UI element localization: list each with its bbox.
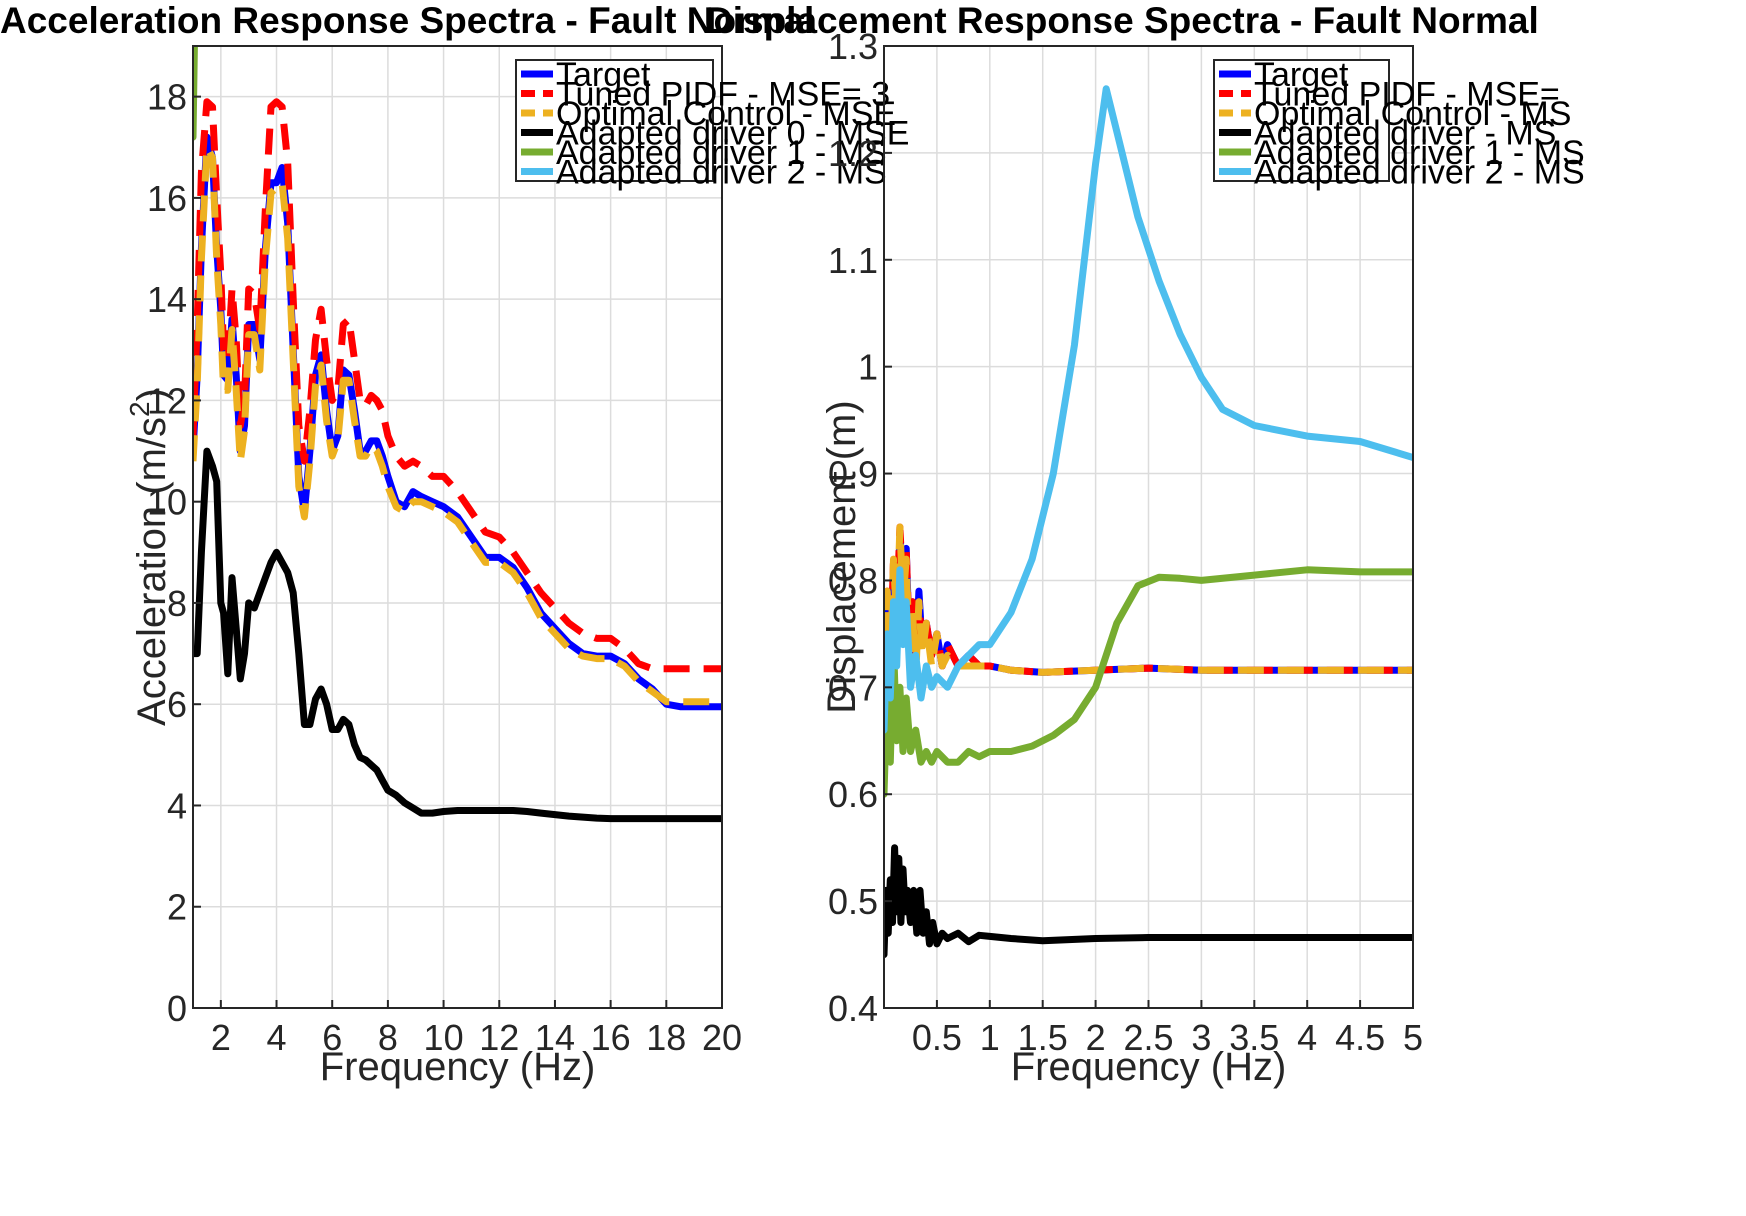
acceleration-x-tick-label: 6 [322,1017,342,1058]
displacement-y-tick-label: 1.1 [828,240,878,281]
acceleration-y-tick-label: 0 [167,988,187,1029]
displacement-series-adapted-driver-2-ms [884,85,1413,734]
acceleration-x-tick-label: 20 [702,1017,742,1058]
displacement-x-tick-label: 3 [1191,1017,1211,1058]
displacement-chart-title: Displacement Response Spectra - Fault No… [706,0,1539,41]
displacement-legend-label-adapted-driver-1-ms: Adapted driver 1 - MS [1254,134,1585,172]
displacement-legend-label-target: Target [1254,56,1349,94]
displacement-x-tick-label: 4 [1297,1017,1317,1058]
acceleration-series-adapted-driver-0-mse [193,447,722,823]
acceleration-x-tick-label: 18 [646,1017,686,1058]
acceleration-axes-box [192,45,723,1009]
displacement-y-tick-label: 0.9 [828,454,878,495]
displacement-legend-label-adapted-driver-2-ms: Adapted driver 2 - MS [1254,154,1585,192]
displacement-legend-label-optimal-control-ms: Optimal Control - MS [1254,95,1571,133]
acceleration-y-ticks: 0 2 4 6 8 10 12 14 16 18 [147,77,201,1029]
acceleration-y-tick-label: 6 [167,684,187,725]
displacement-series-optimal-control-ms [884,523,1413,731]
acceleration-legend-label-adapted-driver-0-mse: Adapted driver 0 - MSE [556,115,909,153]
displacement-y-tick-label: 1.2 [828,133,878,174]
displacement-y-axis-label: Displacement (m) [820,400,864,713]
displacement-y-ticks: 0.4 0.5 0.6 0.7 0.8 0.9 1 1.1 1.2 1.3 [828,26,892,1029]
acceleration-y-tick-label: 16 [147,178,187,219]
acceleration-x-ticks: 2 4 6 8 10 12 14 16 18 20 [211,1000,742,1058]
displacement-y-tick-label: 1.3 [828,26,878,67]
acceleration-x-tick-label: 2 [211,1017,231,1058]
displacement-series-adapted-driver-1-ms [884,566,1413,798]
acceleration-series [193,46,722,823]
acceleration-legend-label-adapted-driver-2-ms: Adapted driver 2 - MS [556,154,887,192]
acceleration-x-tick-label: 14 [535,1017,575,1058]
acceleration-x-tick-label: 8 [378,1017,398,1058]
displacement-chart: 0.5 1 1.5 2 2.5 3 3.5 4 4.5 5 0.4 0.5 0.6 0.7 0.8 0.9 1… [706,0,1585,1089]
displacement-x-ticks: 0.5 1 1.5 2 2.5 3 3.5 4 4.5 5 [912,1000,1423,1058]
displacement-y-tick-label: 0.7 [828,667,878,708]
acceleration-x-axis-label: Frequency (Hz) [320,1045,596,1089]
acceleration-x-tick-label: 4 [267,1017,287,1058]
acceleration-legend-label-adapted-driver-1-ms: Adapted driver 1 - MS [556,134,887,172]
displacement-x-tick-label: 1.5 [1018,1017,1068,1058]
acceleration-legend-box [515,59,714,182]
acceleration-x-tick-label: 10 [424,1017,464,1058]
displacement-series [884,85,1413,959]
displacement-y-tick-label: 0.6 [828,774,878,815]
acceleration-y-tick-label: 12 [147,380,187,421]
displacement-legend-box [1213,59,1390,182]
displacement-y-tick-label: 0.5 [828,881,878,922]
displacement-x-axis-label: Frequency (Hz) [1011,1045,1287,1089]
acceleration-legend-label-optimal-control-mse: Optimal Control - MSE [556,95,896,133]
displacement-y-tick-label: 0.4 [828,988,878,1029]
displacement-x-tick-label: 3.5 [1229,1017,1279,1058]
acceleration-y-tick-label: 2 [167,887,187,928]
acceleration-y-tick-label: 4 [167,785,187,826]
acceleration-x-tick-label: 12 [479,1017,519,1058]
displacement-x-tick-label: 0.5 [912,1017,962,1058]
displacement-x-tick-label: 1 [980,1017,1000,1058]
displacement-x-tick-label: 2 [1086,1017,1106,1058]
acceleration-y-axis-label: Acceleration (m/s2) [124,388,174,726]
acceleration-legend-label-target: Target [556,56,651,94]
displacement-y-tick-label: 0.8 [828,560,878,601]
displacement-y-tick-label: 1 [858,347,878,388]
displacement-series-adapted-driver-ms [884,844,1413,959]
acceleration-y-tick-label: 14 [147,279,187,320]
acceleration-y-tick-label: 18 [147,77,187,118]
displacement-legend-label-tuned-pidf-mse: Tuned PIDF - MSE= [1254,76,1560,114]
acceleration-y-tick-label: 8 [167,583,187,624]
displacement-legend-label-adapted-driver-ms: Adapted driver - MS [1254,115,1556,153]
acceleration-x-tick-label: 16 [591,1017,631,1058]
acceleration-chart-title: Acceleration Response Spectra - Fault No… [0,0,814,41]
displacement-x-tick-label: 4.5 [1335,1017,1385,1058]
acceleration-legend-label-tuned-pidf-mse-3: Tuned PIDF - MSE= 3 [556,76,890,114]
acceleration-y-tick-label: 10 [147,482,187,523]
displacement-x-tick-label: 5 [1403,1017,1423,1058]
displacement-x-tick-label: 2.5 [1123,1017,1173,1058]
acceleration-series-optimal-control-mse [193,143,722,706]
